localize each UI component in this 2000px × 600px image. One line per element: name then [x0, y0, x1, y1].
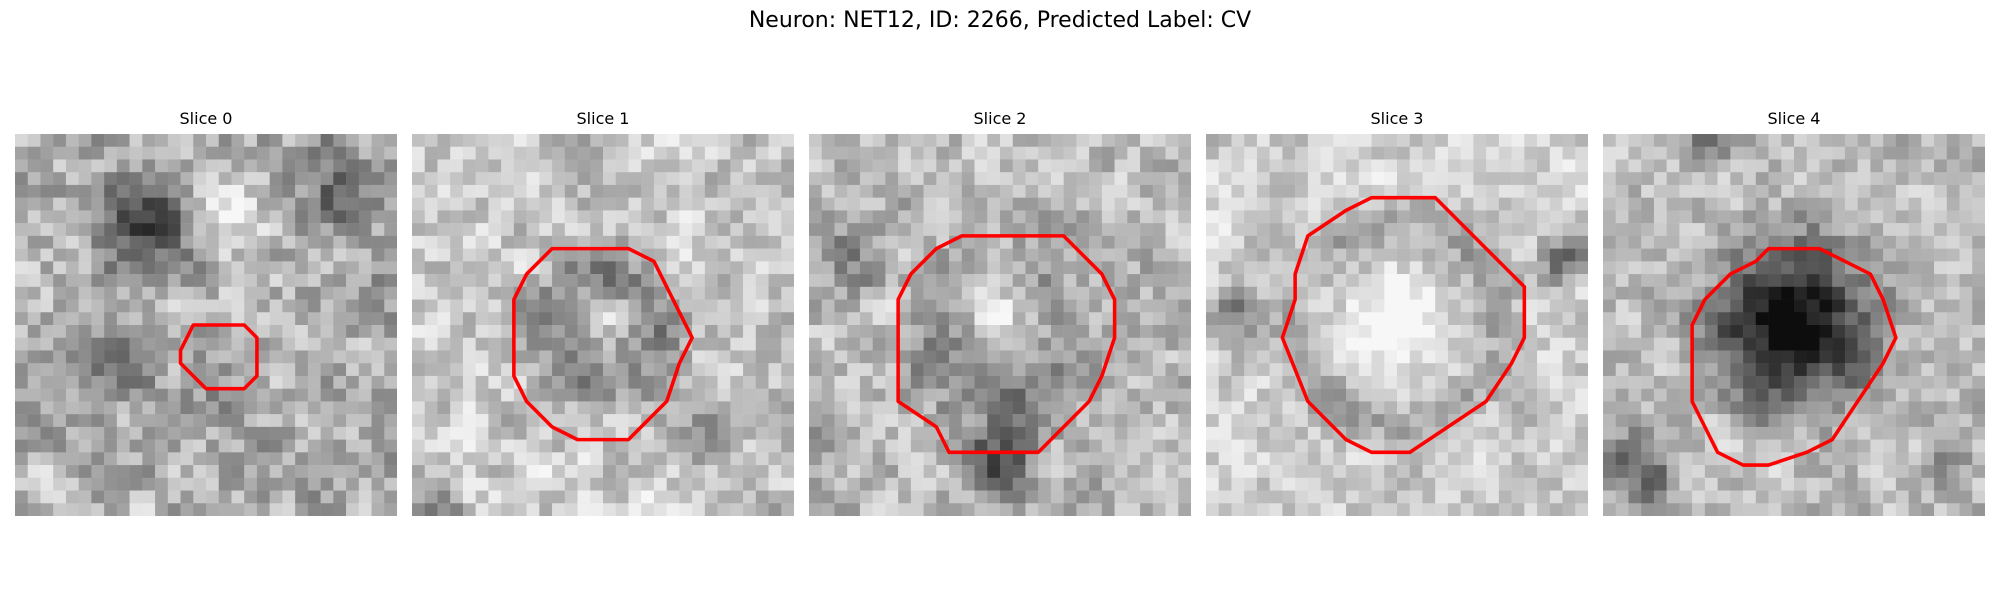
slice-image-1: [412, 134, 794, 516]
segmentation-contour: [512, 246, 694, 442]
slice-image-0: [15, 134, 397, 516]
slice-image-4: [1603, 134, 1985, 516]
segmentation-contour: [178, 323, 259, 391]
slice-panel-1: Slice 1: [412, 106, 794, 516]
slice-title: Slice 3: [1370, 109, 1424, 128]
slice-2-svg: [809, 134, 1191, 516]
segmentation-contour: [1690, 246, 1898, 467]
slice-0-svg: [15, 134, 397, 516]
slice-title: Slice 1: [576, 109, 630, 128]
slice-title: Slice 0: [179, 109, 233, 128]
slice-panel-0: Slice 0: [15, 106, 397, 516]
figure-title: Neuron: NET12, ID: 2266, Predicted Label…: [748, 8, 1252, 33]
slice-panel-3: Slice 3: [1206, 106, 1588, 516]
slice-1-svg: [412, 134, 794, 516]
slice-title: Slice 4: [1767, 109, 1821, 128]
segmentation-contour: [1280, 195, 1527, 455]
slice-title: Slice 2: [973, 109, 1027, 128]
slice-image-3: [1206, 134, 1588, 516]
segmentation-contour: [896, 234, 1117, 455]
slice-4-svg: [1603, 134, 1985, 516]
slice-image-2: [809, 134, 1191, 516]
slice-panel-2: Slice 2: [809, 106, 1191, 516]
slice-3-svg: [1206, 134, 1588, 516]
slice-panel-4: Slice 4: [1603, 106, 1985, 516]
